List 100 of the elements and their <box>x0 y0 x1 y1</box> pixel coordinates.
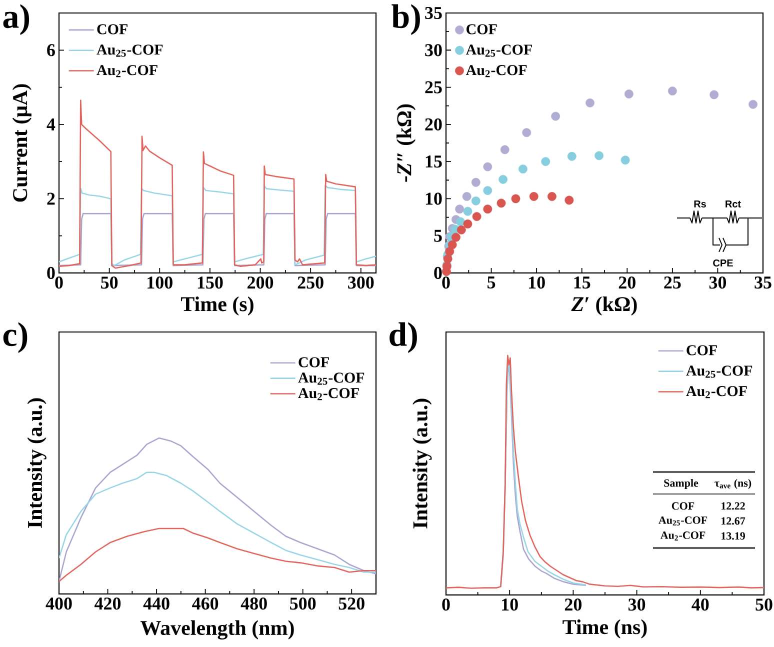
x-tick-label: 0 <box>442 598 450 611</box>
point <box>529 192 538 201</box>
point <box>567 152 576 161</box>
legend-label: Au$_{25}$-COF <box>298 372 364 385</box>
y-tick-label: 25 <box>425 81 442 94</box>
x-tick-label: 25 <box>664 276 681 289</box>
x-tick-label: 250 <box>298 276 324 289</box>
y-tick-label: 10 <box>426 192 442 205</box>
point <box>456 217 465 226</box>
point <box>594 151 604 160</box>
point <box>471 178 480 187</box>
legend-label: Au$_{25}$-COF <box>466 44 532 57</box>
point <box>522 128 532 138</box>
line-series <box>59 100 376 269</box>
x-tick-label: 35 <box>754 276 772 289</box>
legend-label: COF <box>466 24 497 34</box>
x-tick-label: 30 <box>628 598 646 611</box>
point <box>496 198 506 208</box>
chart-title: d) <box>390 322 417 354</box>
annotation: CPE <box>713 259 733 267</box>
point <box>500 145 510 154</box>
annotation: τ$_{ave}$ (ns) <box>714 479 752 489</box>
annotation: COF <box>672 502 694 510</box>
annotation: 13.19 <box>722 532 745 540</box>
chart-title: a) <box>3 4 30 36</box>
annotation: 12.67 <box>722 517 746 525</box>
y-tick-label: 2 <box>47 192 55 205</box>
x-tick-label: 20 <box>618 276 636 289</box>
y-tick-label: 0 <box>434 266 442 280</box>
legend-label: Au$_{2}$-COF <box>466 65 527 78</box>
point <box>620 156 630 165</box>
point <box>471 196 480 206</box>
point <box>456 225 466 234</box>
x-tick-label: 440 <box>143 598 170 610</box>
x-axis-title: Wavelength (nm) <box>140 620 294 640</box>
legend-label: Au$_{25}$-COF <box>96 44 163 57</box>
legend-label: Au$_{25}$-COF <box>686 366 752 378</box>
point <box>624 90 634 98</box>
point <box>548 192 556 201</box>
x-tick-label: 460 <box>192 598 218 610</box>
point <box>498 174 508 184</box>
x-tick-label: 10 <box>529 276 545 289</box>
x-axis-title: Time (ns) <box>562 619 647 638</box>
point <box>455 204 464 214</box>
chart-title: c) <box>3 322 28 354</box>
x-tick-label: 480 <box>240 598 267 610</box>
point <box>452 232 460 242</box>
y-tick-label: 35 <box>425 6 442 20</box>
point <box>472 212 482 221</box>
y-axis-title: Intensity (a.u.) <box>27 398 46 528</box>
legend-label: COF <box>298 357 329 368</box>
x-axis-title: Time (s) <box>180 296 254 316</box>
point <box>710 90 719 100</box>
x-tick-label: 30 <box>709 276 726 289</box>
x-tick-label: 500 <box>290 598 316 610</box>
point <box>541 157 550 166</box>
chart-title: b) <box>392 4 420 36</box>
x-tick-label: 420 <box>94 598 121 610</box>
annotation: Rct <box>726 200 741 208</box>
x-tick-label: 40 <box>692 598 709 611</box>
y-tick-label: 4 <box>46 118 56 130</box>
y-tick-label: 6 <box>47 44 55 56</box>
x-tick-label: 520 <box>338 598 364 610</box>
legend-label: Au$_{2}$-COF <box>686 386 747 398</box>
x-tick-label: 0 <box>442 276 450 289</box>
y-tick-label: 15 <box>426 156 442 168</box>
x-tick-label: 20 <box>564 598 582 611</box>
x-tick-label: 150 <box>198 276 223 289</box>
point <box>483 162 492 172</box>
point <box>483 186 492 195</box>
x-tick-label: 10 <box>502 598 518 611</box>
y-tick-label: 5 <box>434 230 442 242</box>
point <box>463 206 472 216</box>
x-axis-title: Z′ (kΩ) <box>571 296 637 316</box>
point <box>448 240 457 250</box>
x-tick-label: 0 <box>55 276 63 289</box>
y-tick-label: 0 <box>47 266 55 280</box>
y-axis-title: Intensity (a.u.) <box>412 398 432 528</box>
point <box>586 98 594 108</box>
x-tick-label: 300 <box>348 276 374 289</box>
legend-label: COF <box>97 24 128 34</box>
point <box>748 100 758 109</box>
point <box>463 220 472 228</box>
x-tick-label: 50 <box>756 598 772 611</box>
x-tick-label: 50 <box>101 276 118 289</box>
y-axis-title: Current (μA) <box>12 84 32 202</box>
legend-label: Au$_{2}$-COF <box>96 65 158 78</box>
x-tick-label: 200 <box>248 276 274 289</box>
annotation: Rs <box>694 200 706 208</box>
point <box>483 204 492 214</box>
annotation: Au$_{25}$-COF <box>658 516 708 526</box>
legend-label: Au$_{2}$-COF <box>298 388 359 400</box>
annotation: 12.22 <box>722 502 745 510</box>
point <box>518 164 528 174</box>
point <box>551 112 560 121</box>
legend-label: COF <box>686 345 717 356</box>
x-tick-label: 400 <box>46 598 72 610</box>
annotation: Sample <box>664 479 698 489</box>
y-axis-title: -Z″ (kΩ) <box>396 104 416 182</box>
point <box>511 194 520 204</box>
